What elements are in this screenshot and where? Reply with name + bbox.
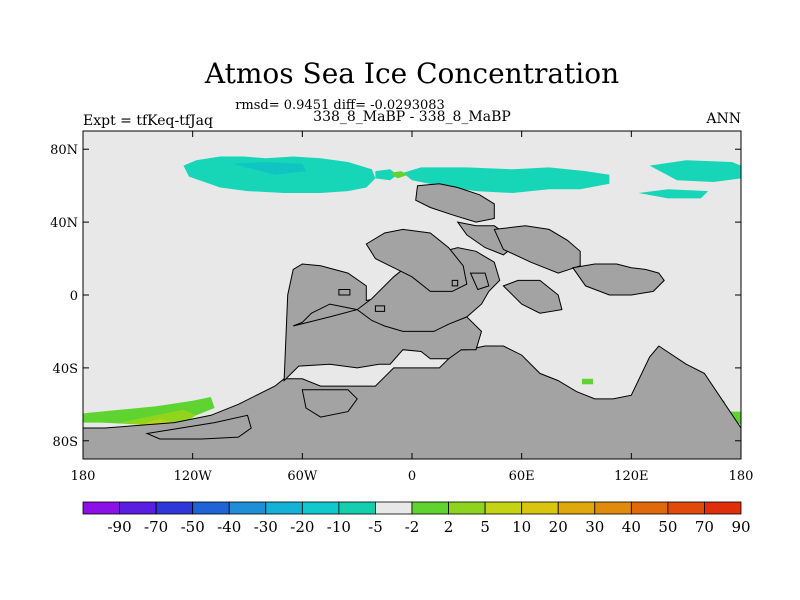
colorbar-swatch-7 bbox=[338, 501, 376, 515]
colorbar-swatch-11 bbox=[484, 501, 523, 515]
colorbar-label-2: -50 bbox=[181, 518, 205, 536]
colorbar-label-12: 20 bbox=[549, 518, 568, 536]
land-mass-1 bbox=[145, 414, 252, 440]
colorbar-swatch-10 bbox=[448, 501, 486, 515]
colorbar-swatch-12 bbox=[521, 501, 559, 515]
x-tick-label-6: 180 bbox=[729, 469, 754, 484]
land-mass-9 bbox=[502, 279, 563, 314]
land-mass-8 bbox=[493, 225, 581, 274]
x-tick-label-1: 120W bbox=[174, 469, 213, 484]
x-tick-label-4: 60E bbox=[509, 469, 535, 484]
colorbar-label-17: 90 bbox=[731, 518, 750, 536]
contour-region-0 bbox=[183, 156, 376, 193]
stats-line: rmsd= 0.9451 diff= -0.0293083 bbox=[235, 98, 445, 113]
colorbar-swatch-5 bbox=[265, 501, 303, 515]
y-tick-label-0: 80N bbox=[50, 143, 78, 158]
experiment-label: Expt = tfKeq-tfJaq bbox=[83, 113, 213, 129]
colorbar-swatch-2 bbox=[155, 501, 194, 515]
colorbar-swatch-0 bbox=[82, 501, 120, 515]
colorbar-label-14: 40 bbox=[622, 518, 641, 536]
season-label: ANN bbox=[705, 111, 741, 127]
difference-contours bbox=[83, 156, 741, 428]
land-masses bbox=[82, 183, 742, 460]
colorbar-label-8: -2 bbox=[405, 518, 420, 536]
contour-region-3 bbox=[649, 160, 741, 182]
colorbar-label-13: 30 bbox=[585, 518, 604, 536]
contour-region-5 bbox=[232, 162, 306, 175]
colorbar-label-4: -30 bbox=[254, 518, 278, 536]
chart-title: Atmos Sea Ice Concentration bbox=[204, 57, 619, 90]
colorbar: -90 -70 -50 -40 -30 -20 -10 -5 -2 2 5 10 20 30 40 50 70 9… bbox=[82, 501, 751, 536]
land-mass-2 bbox=[301, 389, 358, 418]
colorbar-swatch-14 bbox=[594, 501, 632, 515]
contour-region-4 bbox=[638, 189, 709, 199]
colorbar-label-0: -90 bbox=[107, 518, 131, 536]
contour-region-7 bbox=[390, 171, 409, 179]
colorbar-label-3: -40 bbox=[217, 518, 241, 536]
axis-ticks: 180 120W 60W 0 60E 120E 180 80N 40N 0 40S 80S bbox=[50, 131, 753, 484]
colorbar-label-1: -70 bbox=[144, 518, 168, 536]
colorbar-swatch-1 bbox=[119, 501, 157, 515]
land-mass-11 bbox=[469, 272, 490, 291]
colorbar-swatch-16 bbox=[667, 501, 705, 515]
land-mass-6 bbox=[415, 183, 495, 223]
y-tick-label-4: 80S bbox=[53, 435, 78, 450]
x-tick-label-0: 180 bbox=[71, 469, 96, 484]
land-mass-5 bbox=[365, 228, 468, 292]
x-tick-label-3: 0 bbox=[408, 469, 416, 484]
colorbar-swatch-9 bbox=[411, 501, 449, 515]
y-tick-label-3: 40S bbox=[53, 362, 78, 377]
colorbar-swatch-6 bbox=[301, 501, 340, 515]
colorbar-label-11: 10 bbox=[512, 518, 531, 536]
x-tick-label-2: 60W bbox=[287, 469, 318, 484]
colorbar-swatch-15 bbox=[630, 501, 669, 515]
contour-region-8 bbox=[582, 378, 593, 385]
colorbar-label-10: 5 bbox=[480, 518, 490, 536]
colorbar-label-9: 2 bbox=[444, 518, 454, 536]
colorbar-swatch-8 bbox=[375, 501, 413, 515]
colorbar-label-6: -10 bbox=[327, 518, 351, 536]
contour-region-1 bbox=[375, 169, 398, 181]
land-mass-14 bbox=[374, 305, 386, 312]
land-mass-13 bbox=[338, 289, 351, 296]
y-tick-label-2: 0 bbox=[70, 289, 78, 304]
colorbar-label-16: 70 bbox=[695, 518, 714, 536]
colorbar-swatch-17 bbox=[704, 501, 742, 515]
colorbar-swatch-4 bbox=[228, 501, 267, 515]
y-tick-label-1: 40N bbox=[50, 216, 78, 231]
land-mass-10 bbox=[571, 263, 665, 296]
colorbar-swatch-3 bbox=[192, 501, 230, 515]
x-tick-label-5: 120E bbox=[614, 469, 648, 484]
plot-area: 180 120W 60W 0 60E 120E 180 80N 40N 0 40S 80S bbox=[50, 130, 753, 484]
colorbar-swatch-13 bbox=[557, 501, 596, 515]
chart-subtitle: 338_8_MaBP - 338_8_MaBP bbox=[313, 109, 511, 125]
colorbar-label-5: -20 bbox=[290, 518, 314, 536]
colorbar-label-15: 50 bbox=[658, 518, 677, 536]
colorbar-label-7: -5 bbox=[368, 518, 383, 536]
land-mass-12 bbox=[451, 279, 459, 287]
